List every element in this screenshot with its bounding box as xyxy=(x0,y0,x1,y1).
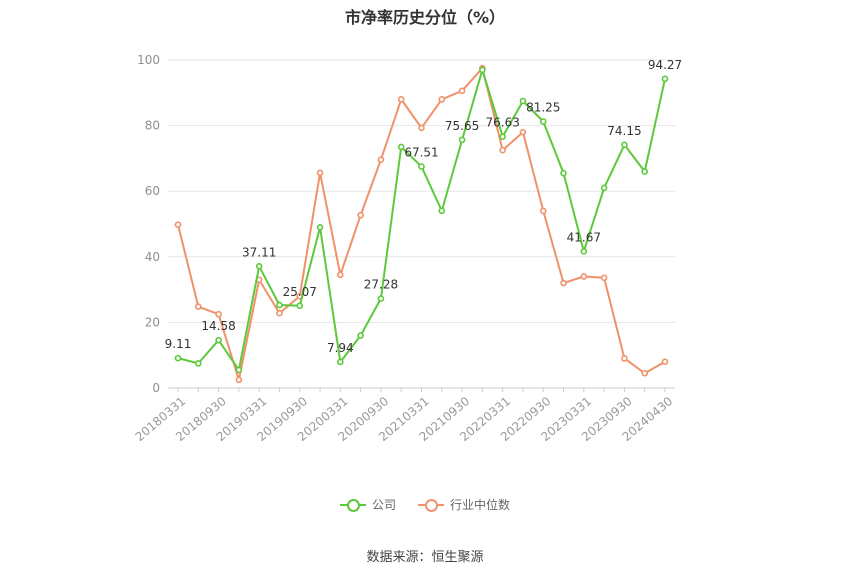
data-label: 81.25 xyxy=(526,101,560,115)
legend-item-industry[interactable]: 行业中位数 xyxy=(418,496,510,513)
data-point xyxy=(600,274,608,282)
data-point xyxy=(397,96,405,103)
data-point xyxy=(235,366,243,374)
series-layer xyxy=(174,64,669,384)
data-point xyxy=(235,376,243,384)
data-point xyxy=(438,207,446,215)
data-point xyxy=(276,301,283,309)
data-label: 9.11 xyxy=(165,337,192,351)
data-point xyxy=(580,273,588,280)
data-point xyxy=(458,136,466,144)
data-label: 94.27 xyxy=(648,58,682,72)
data-point xyxy=(255,262,263,270)
data-point xyxy=(438,96,446,103)
data-point xyxy=(397,143,405,151)
y-tick-label: 80 xyxy=(145,119,160,133)
data-point xyxy=(357,332,364,339)
legend: 公司 行业中位数 xyxy=(0,496,850,513)
data-source: 数据来源：恒生聚源 xyxy=(366,550,484,565)
data-point xyxy=(174,221,182,228)
data-point xyxy=(418,124,425,132)
data-point xyxy=(215,336,222,344)
data-point xyxy=(539,207,547,215)
legend-label-industry: 行业中位数 xyxy=(450,498,511,512)
y-tick-label: 60 xyxy=(145,184,160,198)
data-point xyxy=(621,355,628,362)
legend-label-company: 公司 xyxy=(371,498,396,512)
y-tick-label: 40 xyxy=(145,250,160,264)
company-line-icon xyxy=(339,498,366,512)
data-point xyxy=(499,133,506,140)
industry-line-icon xyxy=(418,498,444,512)
data-point xyxy=(641,369,649,377)
data-point xyxy=(194,360,202,367)
data-point xyxy=(539,118,547,125)
data-label: 67.51 xyxy=(404,146,438,160)
y-tick-label: 100 xyxy=(137,53,160,67)
data-point xyxy=(174,354,182,362)
data-point xyxy=(377,295,385,302)
data-label: 76.63 xyxy=(485,116,519,130)
data-label: 7.94 xyxy=(327,341,354,355)
data-point xyxy=(194,303,202,310)
data-point xyxy=(337,358,344,366)
data-label: 25.07 xyxy=(283,285,317,299)
legend-item-company[interactable]: 公司 xyxy=(339,496,396,513)
data-point xyxy=(479,66,486,74)
data-point xyxy=(560,169,567,177)
data-point xyxy=(316,223,324,231)
data-point xyxy=(276,309,283,317)
data-point xyxy=(641,168,649,175)
data-label: 75.65 xyxy=(445,119,479,133)
data-label: 27.28 xyxy=(364,278,398,292)
data-point xyxy=(316,169,324,177)
data-point xyxy=(621,141,628,149)
data-point xyxy=(357,211,364,219)
data-point xyxy=(661,75,669,83)
data-label: 74.15 xyxy=(607,124,641,138)
data-point xyxy=(519,97,527,105)
data-point xyxy=(337,271,344,279)
data-point xyxy=(499,146,506,154)
y-tick-label: 0 xyxy=(152,381,160,395)
y-tick-label: 20 xyxy=(145,315,160,329)
data-point xyxy=(418,163,425,170)
axis-layer: 0204060801002018033120180930201903312019… xyxy=(133,53,676,444)
series-line xyxy=(177,68,666,371)
label-layer: 9.11 14.58 37.11 25.07 7.94 27.28 67.51 75.65 76… xyxy=(165,58,683,355)
data-label: 14.58 xyxy=(201,319,235,333)
data-point xyxy=(519,128,527,136)
data-point xyxy=(377,156,385,164)
data-point xyxy=(215,310,222,318)
data-label: 41.67 xyxy=(567,230,601,244)
data-point xyxy=(580,248,588,255)
data-point xyxy=(296,302,304,310)
chart-title: 市净率历史分位（%） xyxy=(344,8,506,27)
data-point xyxy=(458,87,466,95)
data-label: 37.11 xyxy=(242,245,276,259)
data-point xyxy=(600,184,608,192)
data-point xyxy=(560,279,567,287)
data-point xyxy=(661,358,669,366)
